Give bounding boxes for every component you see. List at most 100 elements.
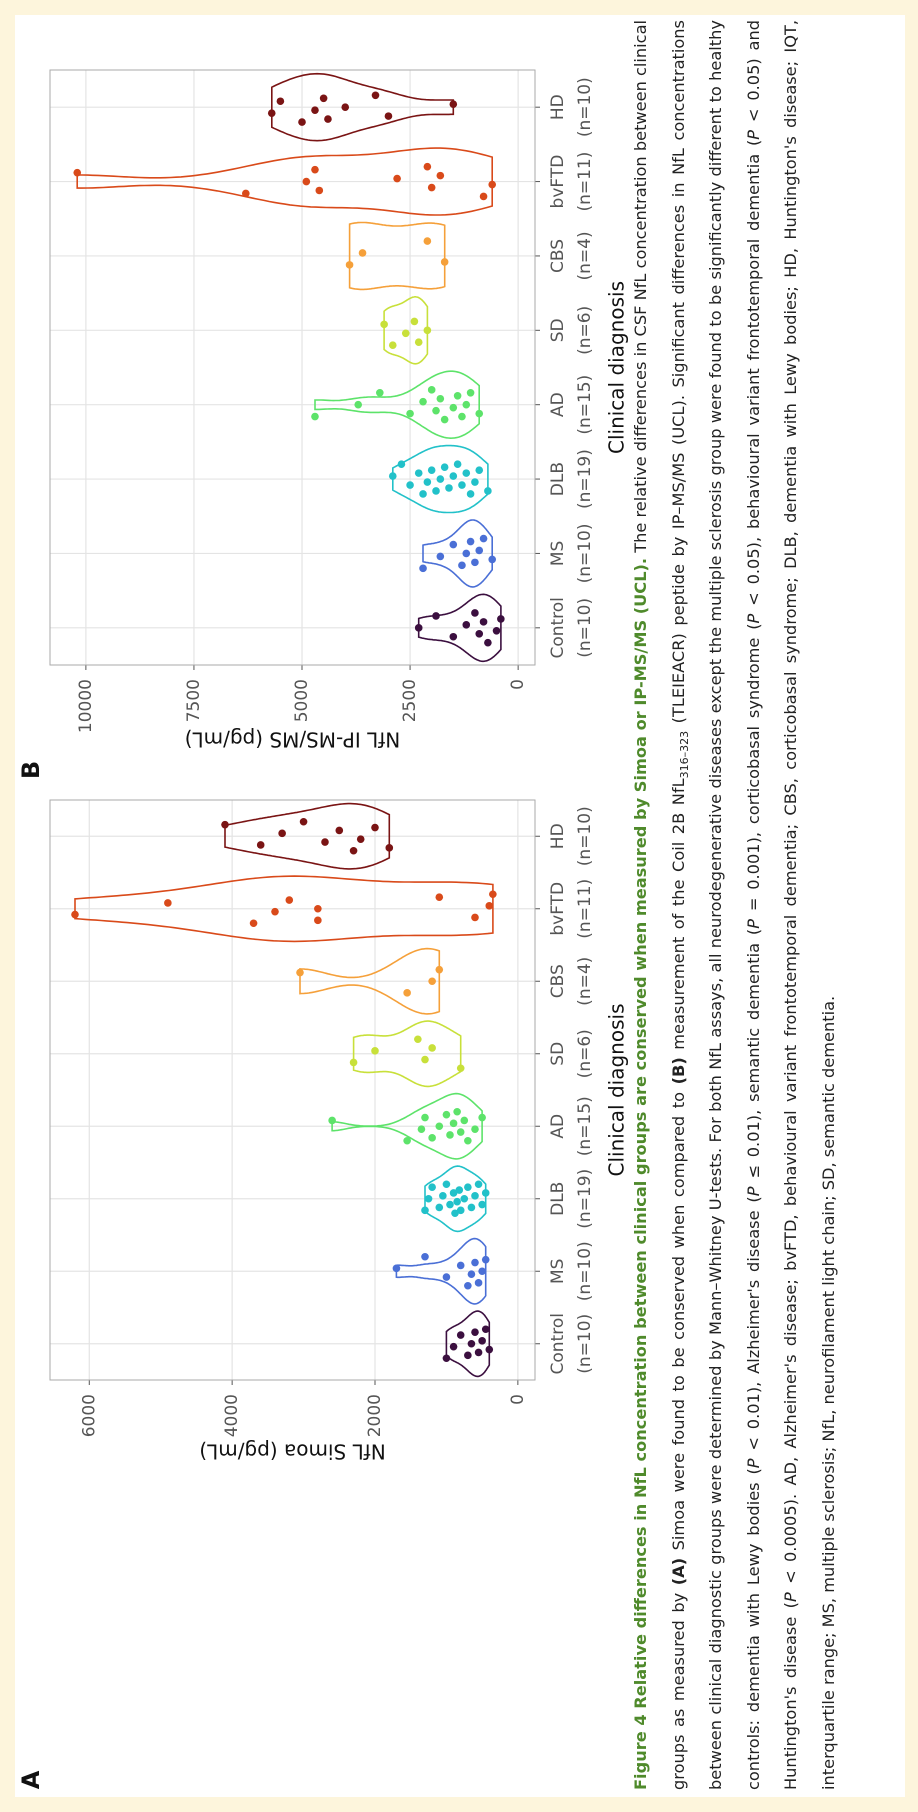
data-point (267, 109, 276, 117)
x-tick-label: DLB (548, 462, 568, 496)
data-point (414, 338, 423, 347)
data-point (471, 913, 479, 922)
data-point (349, 1058, 358, 1067)
violin (224, 802, 391, 870)
caption-segment: P (743, 129, 763, 140)
data-point (423, 326, 432, 335)
caption-segment: < 0.0005). AD, Alzheimer's disease; bvFT… (781, 20, 838, 1790)
violin (299, 947, 441, 1015)
data-point (392, 1264, 401, 1273)
y-tick-label: 2500 (400, 679, 420, 722)
data-point (449, 632, 458, 641)
data-point (73, 168, 82, 177)
data-point (417, 1125, 426, 1133)
data-point (456, 1206, 465, 1215)
data-point (271, 907, 279, 916)
data-point (423, 162, 432, 171)
x-tick-count: (n=4) (575, 957, 595, 1006)
data-point (314, 904, 322, 913)
data-point (442, 1110, 451, 1119)
x-tick-count: (n=15) (575, 375, 595, 435)
data-point (358, 249, 367, 257)
data-point (421, 1206, 429, 1215)
x-tick-count: (n=10) (575, 806, 595, 866)
x-tick-count: (n=15) (575, 1096, 595, 1156)
data-point (414, 624, 423, 632)
caption: Figure 4 Relative differences in NfL con… (622, 20, 848, 1790)
data-point (471, 478, 479, 486)
data-point (449, 540, 458, 549)
data-point (428, 1134, 436, 1142)
x-tick-label: HD (548, 94, 568, 120)
x-tick-count: (n=10) (575, 77, 595, 137)
data-point (349, 846, 358, 855)
data-point (296, 968, 304, 977)
data-point (485, 1345, 494, 1354)
data-point (458, 412, 466, 421)
data-point (442, 1180, 451, 1189)
data-point (442, 1273, 451, 1281)
data-point (481, 1325, 490, 1334)
x-tick-count: (n=11) (575, 152, 595, 212)
data-point (319, 94, 328, 103)
caption-segment: 316–323 (677, 730, 691, 779)
data-point (467, 1203, 476, 1212)
data-point (345, 261, 354, 269)
x-tick-label: DLB (548, 1182, 568, 1216)
data-point (428, 977, 436, 986)
data-point (393, 174, 401, 183)
plot-background (50, 70, 535, 665)
data-point (440, 463, 449, 471)
data-point (341, 103, 350, 111)
caption-segment: P (781, 1592, 801, 1603)
data-point (328, 1116, 336, 1125)
plot-border (49, 799, 536, 1381)
caption-segment: P (743, 613, 763, 624)
data-point (421, 1113, 429, 1122)
x-tick-label: SD (548, 1042, 568, 1066)
data-point (471, 1192, 479, 1200)
data-point (471, 609, 479, 617)
violin (348, 221, 446, 291)
x-tick-count: (n=11) (575, 879, 595, 939)
data-point (466, 490, 475, 498)
data-point (460, 1194, 469, 1203)
data-point (475, 409, 484, 418)
data-point (453, 391, 462, 400)
data-point (481, 1189, 490, 1197)
data-point (442, 1354, 451, 1363)
data-point (428, 1183, 436, 1191)
x-tick-label: AD (548, 392, 568, 417)
data-point (432, 406, 440, 415)
x-tick-label: bvFTD (548, 155, 568, 209)
data-point (478, 1113, 486, 1122)
data-point (471, 558, 479, 567)
data-point (449, 1189, 458, 1197)
x-tick-label: MS (548, 541, 568, 566)
data-point (406, 481, 414, 489)
caption-segment: = 0.001), corticobasal syndrome ( (743, 623, 763, 920)
data-point (324, 115, 332, 123)
data-point (432, 487, 440, 495)
data-point (278, 829, 286, 838)
data-point (335, 826, 344, 835)
data-point (419, 564, 427, 573)
data-point (249, 919, 258, 928)
data-point (421, 1055, 429, 1064)
data-point (464, 1136, 472, 1145)
data-point (475, 629, 484, 638)
data-point (451, 1209, 459, 1218)
data-point (462, 400, 471, 409)
x-tick-label: CBS (548, 239, 568, 273)
data-point (256, 841, 265, 849)
data-point (432, 612, 440, 620)
data-point (453, 460, 462, 468)
data-point (427, 183, 436, 192)
data-point (299, 817, 308, 826)
data-point (488, 555, 497, 564)
data-point (474, 1348, 483, 1357)
data-point (302, 177, 311, 186)
data-point (414, 469, 423, 477)
